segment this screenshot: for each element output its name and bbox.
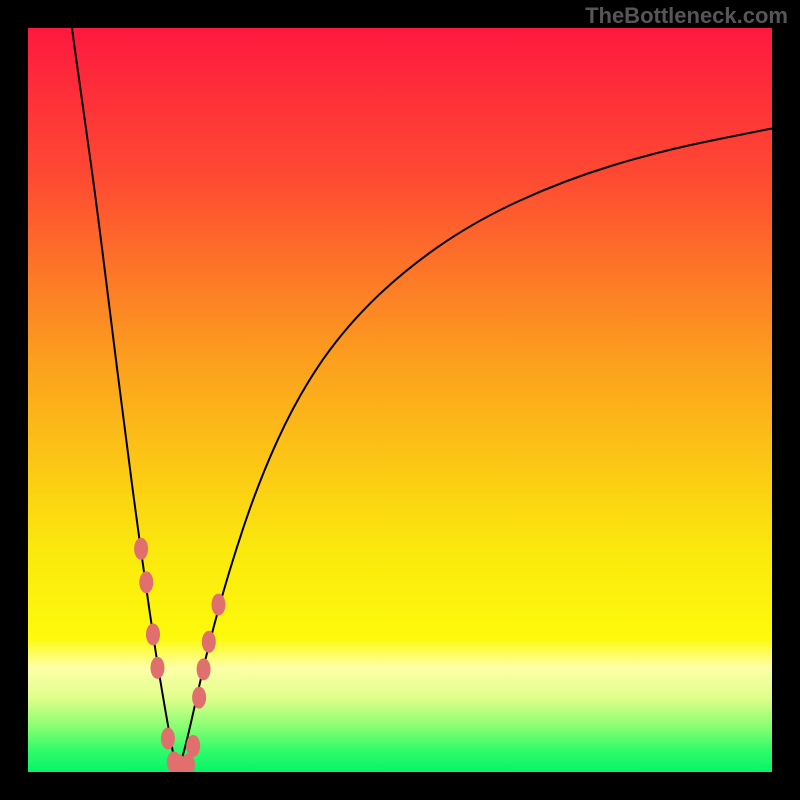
gradient-background bbox=[28, 28, 772, 772]
chart-svg bbox=[0, 0, 800, 800]
data-marker bbox=[139, 571, 153, 593]
chart-frame: TheBottleneck.com bbox=[0, 0, 800, 800]
data-marker bbox=[197, 658, 211, 680]
data-marker bbox=[192, 687, 206, 709]
data-marker bbox=[202, 631, 216, 653]
data-marker bbox=[150, 657, 164, 679]
data-marker bbox=[211, 594, 225, 616]
data-marker bbox=[161, 728, 175, 750]
data-marker bbox=[134, 538, 148, 560]
data-marker bbox=[186, 735, 200, 757]
plot-area bbox=[28, 6, 772, 777]
watermark-text: TheBottleneck.com bbox=[585, 3, 788, 29]
data-marker bbox=[146, 623, 160, 645]
